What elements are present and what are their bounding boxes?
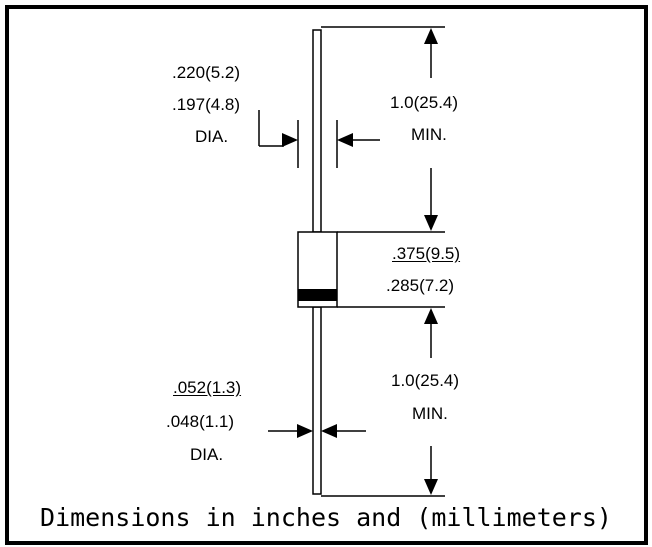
body-dia-suffix: DIA. bbox=[195, 127, 229, 146]
caption: Dimensions in inches and (millimeters) bbox=[40, 503, 612, 532]
arrow-lead-dia-left bbox=[297, 424, 313, 438]
bottom-lead bbox=[312, 306, 322, 495]
body-dia-min-label: .197(4.8) bbox=[172, 95, 241, 114]
top-lead-min-label: MIN. bbox=[411, 125, 447, 144]
bottom-lead-min-label: MIN. bbox=[412, 404, 448, 423]
arrow-body-dia-left bbox=[282, 133, 298, 147]
arrow-top-up bbox=[424, 28, 438, 44]
top-lead-length-label: 1.0(25.4) bbox=[390, 93, 459, 112]
arrow-bot-down bbox=[424, 479, 438, 495]
body-length-max-label: .375(9.5) bbox=[392, 244, 461, 263]
cathode-band bbox=[298, 289, 337, 301]
bottom-lead-length-label: 1.0(25.4) bbox=[391, 371, 460, 390]
arrow-body-dia-right bbox=[337, 133, 353, 147]
lead-dia-min-label: .048(1.1) bbox=[166, 412, 235, 431]
arrow-lead-dia-right bbox=[321, 424, 337, 438]
drawing-frame bbox=[5, 5, 648, 545]
body-dia-max-label: .220(5.2) bbox=[172, 63, 241, 82]
lead-dia-max-label: .052(1.3) bbox=[173, 378, 242, 397]
arrow-top-down bbox=[424, 215, 438, 231]
lead-dia-suffix: DIA. bbox=[190, 445, 224, 464]
top-lead bbox=[312, 29, 322, 233]
arrow-bot-up bbox=[424, 308, 438, 324]
body-length-min-label: .285(7.2) bbox=[386, 276, 455, 295]
